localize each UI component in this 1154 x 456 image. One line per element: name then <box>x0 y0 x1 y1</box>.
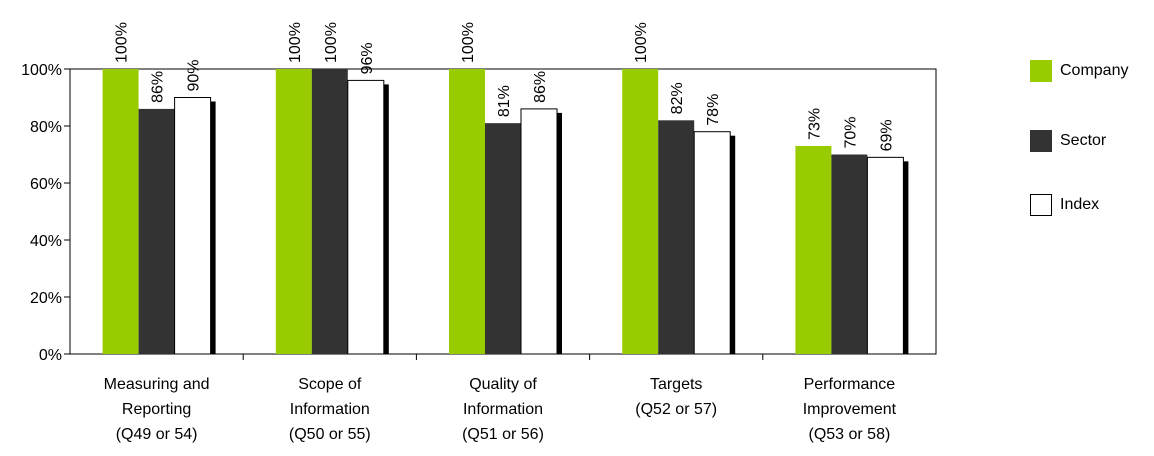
legend-item-sector: Sector <box>1030 129 1106 153</box>
bar-sector <box>311 69 348 354</box>
bar-index <box>693 131 731 355</box>
bar-sector <box>485 123 521 355</box>
data-label: 86% <box>150 71 167 103</box>
legend-swatch-index <box>1030 194 1052 216</box>
bar-company <box>622 69 659 354</box>
bar-index <box>520 108 558 355</box>
x-category-label: (Q49 or 54) <box>116 426 198 443</box>
bar-sector <box>138 108 175 355</box>
data-label: 82% <box>669 82 686 114</box>
bar-sector <box>658 120 695 354</box>
chart-canvas: 0% 20% 40% 60% 80% 100% 100% 86% 90% Measuring an… <box>21 22 937 443</box>
data-label: 70% <box>842 116 859 148</box>
legend-item-index: Index <box>1030 193 1099 217</box>
x-category-label: Information <box>463 401 543 418</box>
data-label: 73% <box>806 108 823 140</box>
bar-company <box>795 145 832 354</box>
bar-company <box>275 69 312 354</box>
legend-swatch-sector <box>1030 130 1052 152</box>
legend-label-sector: Sector <box>1060 132 1107 149</box>
x-category-label: (Q53 or 58) <box>808 426 890 443</box>
data-label: 100% <box>323 22 340 63</box>
x-category-label: Quality of <box>469 376 537 393</box>
y-tick-label: 0% <box>39 347 62 364</box>
x-category-label: Improvement <box>803 401 897 418</box>
y-tick-label: 80% <box>30 119 62 136</box>
y-tick-label: 100% <box>21 62 62 79</box>
data-label: 81% <box>496 85 513 117</box>
y-tick-label: 20% <box>30 290 62 307</box>
x-category-label: Targets <box>650 376 702 393</box>
data-label: 86% <box>532 71 549 103</box>
legend-swatch-company <box>1030 60 1052 82</box>
data-label: 96% <box>359 42 376 74</box>
data-label: 90% <box>186 59 203 91</box>
x-category-label: Reporting <box>122 401 191 418</box>
bar-company <box>449 69 485 354</box>
bar-company <box>102 69 139 354</box>
bar-index <box>347 79 385 355</box>
chart-legend: Company Sector Index <box>1030 0 1154 260</box>
bar-index <box>174 97 212 355</box>
y-tick-label: 40% <box>30 233 62 250</box>
legend-item-company: Company <box>1030 59 1128 83</box>
data-label: 100% <box>287 22 304 63</box>
data-label: 100% <box>633 22 650 63</box>
data-label: 100% <box>460 22 477 63</box>
bar-sector <box>831 154 868 354</box>
x-category-label: Measuring and <box>104 376 210 393</box>
x-category-label: Performance <box>804 376 896 393</box>
x-category-label: Scope of <box>298 376 362 393</box>
x-category-label: Information <box>290 401 370 418</box>
legend-label-company: Company <box>1060 62 1129 79</box>
legend-label-index: Index <box>1060 196 1100 213</box>
x-category-label: (Q50 or 55) <box>289 426 371 443</box>
y-tick-label: 60% <box>30 176 62 193</box>
data-label: 100% <box>114 22 131 63</box>
x-category-label: (Q51 or 56) <box>462 426 544 443</box>
data-label: 69% <box>878 119 895 151</box>
bar-index <box>866 156 904 355</box>
data-label: 78% <box>705 94 722 126</box>
x-category-label: (Q52 or 57) <box>635 401 717 418</box>
